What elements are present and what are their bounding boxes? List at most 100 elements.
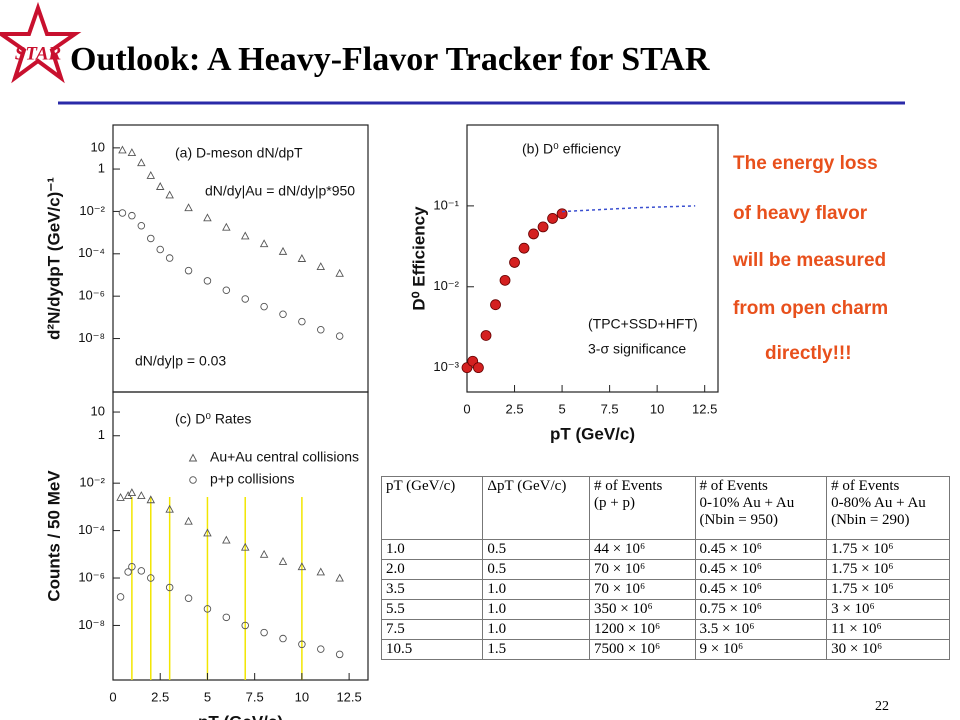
- data-point: [490, 299, 501, 311]
- y-tick-label: 10⁻⁴: [78, 245, 105, 260]
- data-point: [156, 245, 164, 254]
- header-cell: ΔpT (GeV/c): [482, 476, 591, 540]
- data-point: [528, 228, 539, 240]
- x-tick-label: 10: [295, 689, 309, 704]
- slide-title: Outlook: A Heavy-Flavor Tracker for STAR: [70, 41, 710, 78]
- data-point: [547, 213, 558, 224]
- table-cell: 1.5: [482, 639, 591, 660]
- y-tick-label: 10⁻³: [433, 359, 459, 374]
- data-point: [203, 277, 212, 285]
- data-point: [316, 262, 326, 271]
- y-tick-label: 10⁻²: [79, 203, 105, 218]
- data-point: [146, 495, 156, 504]
- table-cell: 0.5: [482, 559, 591, 580]
- table-cell: 7.5: [380, 619, 484, 640]
- y-tick-label: 10⁻⁸: [78, 330, 105, 345]
- annotation: (c) D⁰ Rates: [175, 411, 251, 427]
- events-table: pT (GeV/c) ΔpT (GeV/c) # of Events (p + p) #…: [380, 476, 950, 660]
- table-row: 3.5 1.0 70 × 10⁶ 0.45 × 10⁶ 1.75 × 10⁶: [380, 579, 950, 600]
- table-cell: 3.5: [380, 579, 484, 600]
- header-line: # of Events: [594, 478, 663, 494]
- header-cell: pT (GeV/c): [380, 476, 484, 540]
- x-tick-label: 2.5: [505, 401, 523, 416]
- header-line: ΔpT (GeV/c): [487, 478, 567, 494]
- y-tick-label: 1: [98, 427, 105, 442]
- y-tick-label: 10⁻⁶: [78, 288, 105, 303]
- header-line: (p + p): [594, 495, 635, 511]
- data-point: [118, 145, 127, 154]
- data-point: [184, 594, 193, 603]
- table-row: 10.5 1.5 7500 × 10⁶ 9 × 10⁶ 30 × 10⁶: [380, 639, 950, 660]
- x-tick-label: 7.5: [246, 689, 264, 704]
- page-number: 22: [875, 699, 889, 714]
- table-cell: 7500 × 10⁶: [589, 639, 696, 660]
- annotation: (b) D⁰ efficiency: [522, 141, 621, 157]
- efficiency-extrapolation: [562, 205, 696, 213]
- data-point: [278, 246, 288, 255]
- header-line: # of Events: [831, 478, 900, 494]
- header-row: pT (GeV/c) ΔpT (GeV/c) # of Events (p + p) #…: [380, 476, 950, 540]
- data-point: [165, 583, 174, 592]
- data-point: [146, 170, 156, 179]
- data-point: [317, 645, 325, 653]
- note-line: will be measured: [732, 250, 886, 271]
- header-line: 0-80% Au + Au: [831, 495, 926, 511]
- header-cell: # of Events 0-10% Au + Au (Nbin = 950): [694, 476, 828, 540]
- table-cell: 9 × 10⁶: [694, 639, 828, 660]
- y-tick-label: 10: [91, 139, 105, 154]
- legend-label: Au+Au central collisions: [210, 449, 359, 465]
- data-point: [259, 549, 269, 558]
- table-cell: 1.75 × 10⁶: [826, 539, 950, 560]
- table-cell: 0.45 × 10⁶: [694, 579, 828, 600]
- data-point: [518, 242, 530, 254]
- legend-marker: [188, 453, 198, 462]
- data-point: [260, 628, 268, 637]
- data-point: [298, 317, 306, 326]
- data-point: [128, 211, 136, 220]
- x-axis-label: pT (GeV/c): [550, 424, 635, 443]
- data-point: [203, 528, 212, 537]
- plot-frame: [112, 391, 369, 681]
- data-point: [116, 593, 125, 601]
- data-point: [127, 148, 137, 157]
- annotation: (a) D-meson dN/dpT: [175, 145, 303, 161]
- data-point: [240, 542, 250, 551]
- data-point: [473, 362, 484, 374]
- data-point: [240, 231, 250, 240]
- table-cell: 0.75 × 10⁶: [694, 599, 828, 620]
- annotation: dN/dy|Au = dN/dy|p*950: [205, 183, 355, 199]
- data-point: [499, 274, 511, 286]
- annotation: dN/dy|p = 0.03: [135, 353, 226, 369]
- plot-frame: [466, 124, 719, 393]
- y-axis-label: D⁰ Efficiency: [409, 206, 428, 311]
- annotation: 3-σ significance: [588, 341, 686, 357]
- data-point: [241, 621, 249, 630]
- note-line: from open charm: [733, 298, 888, 319]
- y-tick-label: 10⁻²: [433, 278, 459, 293]
- table-cell: 1.0: [380, 539, 484, 560]
- data-point: [165, 190, 174, 199]
- table-cell: 0.45 × 10⁶: [694, 559, 828, 580]
- y-tick-label: 10⁻⁸: [78, 617, 105, 632]
- table-cell: 1.75 × 10⁶: [826, 579, 950, 600]
- y-tick-label: 10⁻¹: [433, 197, 459, 212]
- data-point: [278, 556, 288, 565]
- note-line: of heavy flavor: [733, 203, 868, 224]
- data-point: [222, 535, 231, 544]
- y-axis-label: Counts / 50 MeV: [44, 470, 63, 602]
- data-point: [222, 613, 231, 622]
- legend-label: p+p collisions: [210, 471, 294, 487]
- table-cell: 44 × 10⁶: [589, 539, 696, 560]
- data-point: [279, 310, 287, 319]
- header-line: pT (GeV/c): [386, 478, 456, 494]
- x-tick-label: 7.5: [601, 401, 619, 416]
- table-cell: 2.0: [380, 559, 484, 580]
- table-row: 5.5 1.0 350 × 10⁶ 0.75 × 10⁶ 3 × 10⁶: [380, 599, 950, 620]
- data-point: [259, 239, 269, 248]
- x-axis-label: pT (GeV/c): [198, 712, 283, 720]
- header-line: (Nbin = 950): [699, 512, 778, 528]
- table-cell: 0.5: [482, 539, 591, 560]
- data-point: [118, 209, 127, 217]
